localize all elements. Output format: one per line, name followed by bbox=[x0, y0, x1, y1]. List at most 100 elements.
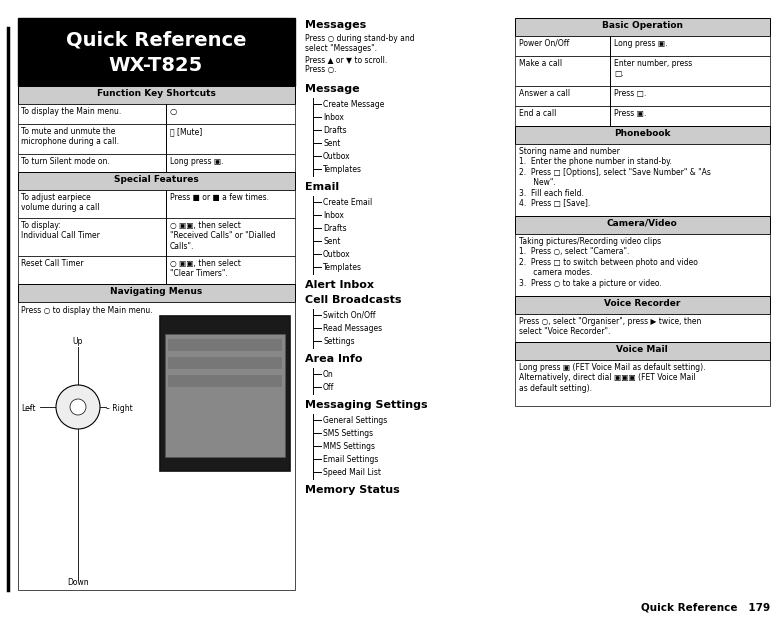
Text: Function Key Shortcuts: Function Key Shortcuts bbox=[97, 89, 216, 98]
Text: On: On bbox=[323, 370, 333, 379]
Text: Long press ▣.: Long press ▣. bbox=[170, 157, 223, 166]
Bar bbox=[18, 302, 295, 590]
Text: –: – bbox=[28, 404, 32, 413]
Text: Press ○, select "Organiser", press ▶ twice, then
select "Voice Recorder".: Press ○, select "Organiser", press ▶ twi… bbox=[519, 317, 701, 337]
Bar bbox=[165, 334, 285, 457]
Bar bbox=[515, 56, 770, 86]
Text: Off: Off bbox=[323, 383, 334, 392]
Text: Drafts: Drafts bbox=[323, 126, 347, 135]
Text: Special Features: Special Features bbox=[113, 175, 198, 184]
Text: Create Message: Create Message bbox=[323, 100, 384, 109]
Text: Message: Message bbox=[305, 84, 359, 94]
Bar bbox=[515, 126, 770, 144]
Text: Sent: Sent bbox=[323, 139, 341, 148]
Bar bbox=[18, 256, 295, 284]
Text: – Right: – Right bbox=[106, 404, 133, 413]
Text: ○ ▣▣, then select
"Received Calls" or "Dialled
Calls".: ○ ▣▣, then select "Received Calls" or "D… bbox=[170, 221, 276, 251]
Text: SMS Settings: SMS Settings bbox=[323, 429, 373, 438]
Text: To mute and unmute the
microphone during a call.: To mute and unmute the microphone during… bbox=[21, 127, 119, 146]
Bar bbox=[168, 375, 282, 387]
Text: Power On/Off: Power On/Off bbox=[519, 39, 569, 48]
Text: Left: Left bbox=[21, 404, 35, 413]
Text: Speed Mail List: Speed Mail List bbox=[323, 468, 381, 477]
Text: ○ ▣▣, then select
"Clear Timers".: ○ ▣▣, then select "Clear Timers". bbox=[170, 259, 241, 278]
Bar bbox=[515, 106, 770, 126]
Text: Cell Broadcasts: Cell Broadcasts bbox=[305, 295, 401, 305]
Text: To adjust earpiece
volume during a call: To adjust earpiece volume during a call bbox=[21, 193, 99, 213]
Text: Up: Up bbox=[73, 337, 84, 346]
Text: Alert Inbox: Alert Inbox bbox=[305, 280, 374, 290]
Bar bbox=[18, 104, 295, 124]
Text: Basic Operation: Basic Operation bbox=[601, 21, 683, 30]
Bar bbox=[515, 234, 770, 296]
Text: Reset Call Timer: Reset Call Timer bbox=[21, 259, 84, 268]
Text: Messages: Messages bbox=[305, 20, 366, 30]
Text: Press ○ during stand-by and
select "Messages".
Press ▲ or ▼ to scroll.
Press ○.: Press ○ during stand-by and select "Mess… bbox=[305, 34, 415, 74]
Bar bbox=[18, 124, 295, 154]
Bar bbox=[515, 296, 770, 314]
Text: Voice Recorder: Voice Recorder bbox=[604, 299, 680, 308]
Bar bbox=[18, 218, 295, 256]
Text: Navigating Menus: Navigating Menus bbox=[110, 287, 202, 296]
Text: WX-T825: WX-T825 bbox=[109, 56, 203, 75]
Circle shape bbox=[56, 385, 100, 429]
Text: Long press ▣.: Long press ▣. bbox=[614, 39, 668, 48]
Text: Email: Email bbox=[305, 182, 339, 192]
Text: Phonebook: Phonebook bbox=[614, 129, 670, 138]
Text: ○: ○ bbox=[170, 107, 177, 116]
Text: Camera/Video: Camera/Video bbox=[607, 219, 677, 228]
Text: Outbox: Outbox bbox=[323, 250, 351, 259]
Bar bbox=[18, 154, 295, 172]
Text: Press ■ or ■ a few times.: Press ■ or ■ a few times. bbox=[170, 193, 269, 202]
Text: Press ○ to display the Main menu.: Press ○ to display the Main menu. bbox=[21, 306, 152, 315]
Text: General Settings: General Settings bbox=[323, 416, 387, 425]
Text: MMS Settings: MMS Settings bbox=[323, 442, 375, 451]
Bar bbox=[168, 357, 282, 369]
Bar bbox=[515, 86, 770, 106]
Text: Inbox: Inbox bbox=[323, 211, 344, 220]
Text: Drafts: Drafts bbox=[323, 224, 347, 233]
Bar bbox=[18, 18, 295, 86]
Text: Press ▣.: Press ▣. bbox=[614, 109, 646, 118]
Text: Templates: Templates bbox=[323, 263, 362, 272]
Text: Switch On/Off: Switch On/Off bbox=[323, 311, 376, 320]
Bar bbox=[515, 216, 770, 234]
Text: Messaging Settings: Messaging Settings bbox=[305, 400, 428, 410]
Text: Settings: Settings bbox=[323, 337, 355, 346]
Text: Quick Reference   179: Quick Reference 179 bbox=[641, 602, 770, 612]
Text: To turn Silent mode on.: To turn Silent mode on. bbox=[21, 157, 110, 166]
Text: Outbox: Outbox bbox=[323, 152, 351, 161]
Bar bbox=[515, 144, 770, 216]
Text: Taking pictures/Recording video clips
1.  Press ○, select "Camera".
2.  Press □ : Taking pictures/Recording video clips 1.… bbox=[519, 237, 698, 288]
Text: Area Info: Area Info bbox=[305, 354, 362, 364]
Text: To display the Main menu.: To display the Main menu. bbox=[21, 107, 121, 116]
Text: Read Messages: Read Messages bbox=[323, 324, 382, 333]
Text: Quick Reference: Quick Reference bbox=[66, 30, 246, 49]
Text: Voice Mail: Voice Mail bbox=[616, 345, 668, 354]
Bar bbox=[18, 86, 295, 104]
Text: Enter number, press
□.: Enter number, press □. bbox=[614, 59, 692, 78]
Text: Memory Status: Memory Status bbox=[305, 485, 400, 495]
Bar bbox=[515, 314, 770, 342]
Bar bbox=[515, 36, 770, 56]
Bar bbox=[515, 342, 770, 360]
Bar bbox=[18, 284, 295, 302]
Text: Long press ▣ (FET Voice Mail as default setting).
Alternatively, direct dial ▣▣▣: Long press ▣ (FET Voice Mail as default … bbox=[519, 363, 705, 393]
Text: Press □.: Press □. bbox=[614, 89, 646, 98]
Text: Answer a call: Answer a call bbox=[519, 89, 570, 98]
Bar bbox=[160, 316, 290, 471]
Bar bbox=[515, 360, 770, 406]
Circle shape bbox=[70, 399, 86, 415]
Text: Inbox: Inbox bbox=[323, 113, 344, 122]
Bar bbox=[18, 172, 295, 190]
Text: To display:
Individual Call Timer: To display: Individual Call Timer bbox=[21, 221, 100, 241]
Text: Sent: Sent bbox=[323, 237, 341, 246]
Bar bbox=[515, 18, 770, 36]
Bar bbox=[168, 339, 282, 351]
Text: Storing name and number
1.  Enter the phone number in stand-by.
2.  Press □ [Opt: Storing name and number 1. Enter the pho… bbox=[519, 147, 711, 208]
Text: Email Settings: Email Settings bbox=[323, 455, 378, 464]
Text: Down: Down bbox=[67, 578, 89, 587]
Text: Create Email: Create Email bbox=[323, 198, 373, 207]
Text: Templates: Templates bbox=[323, 165, 362, 174]
Bar bbox=[18, 190, 295, 218]
